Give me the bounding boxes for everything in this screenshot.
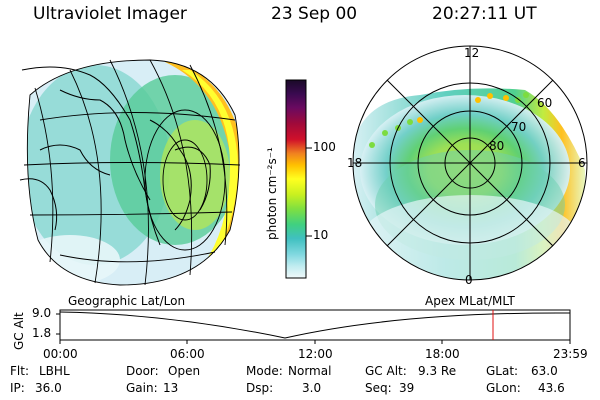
colorbar-unit-label: photon cm⁻²s⁻¹ <box>265 147 279 240</box>
geographic-image <box>19 59 241 286</box>
seq-label: Seq: <box>365 381 392 395</box>
time-label: 20:27:11 UT <box>432 4 537 24</box>
altitude-plot <box>56 309 571 344</box>
door-label: Door: <box>126 364 159 378</box>
glon-label: GLon: <box>486 381 521 395</box>
ring-label-60: 60 <box>537 96 553 110</box>
altitude-ytick-bottom: 1.8 <box>32 326 52 340</box>
polar-label-18: 18 <box>347 156 363 170</box>
flt-label: Flt: <box>10 364 29 378</box>
gcalt-value: 9.3 Re <box>418 364 457 378</box>
geographic-label: Geographic Lat/Lon <box>68 294 186 308</box>
ring-label-80: 80 <box>489 139 505 153</box>
dsp-label: Dsp: <box>246 381 274 395</box>
gain-value: 13 <box>163 381 179 395</box>
apex-label: Apex MLat/MLT <box>425 294 515 308</box>
gain-label: Gain: <box>126 381 158 395</box>
ip-label: IP: <box>10 381 25 395</box>
polar-plot <box>352 45 588 281</box>
ip-value: 36.0 <box>35 381 62 395</box>
colorbar-tick-100: 100 <box>313 140 336 154</box>
mode-value: Normal <box>288 364 332 378</box>
colorbar-tick-10: 10 <box>313 228 329 242</box>
xtick-2359: 23:59 <box>553 347 588 361</box>
dsp-value: 3.0 <box>302 381 322 395</box>
glon-value: 43.6 <box>538 381 565 395</box>
seq-value: 39 <box>399 381 415 395</box>
instrument-title: Ultraviolet Imager <box>33 4 187 24</box>
xtick-0600: 06:00 <box>170 347 205 361</box>
flt-value: LBHL <box>39 364 70 378</box>
door-value: Open <box>168 364 201 378</box>
polar-label-0: 0 <box>465 273 473 287</box>
altitude-ylabel: GC Alt <box>12 312 26 350</box>
altitude-ytick-top: 9.0 <box>32 306 52 320</box>
mode-label: Mode: <box>246 364 283 378</box>
polar-label-6: 6 <box>578 156 586 170</box>
ring-label-70: 70 <box>511 120 527 134</box>
xtick-1200: 12:00 <box>298 347 333 361</box>
polar-label-12: 12 <box>464 46 480 60</box>
glat-value: 63.0 <box>531 364 558 378</box>
gcalt-label: GC Alt: <box>365 364 407 378</box>
xtick-0000: 00:00 <box>43 347 78 361</box>
date-label: 23 Sep 00 <box>271 4 358 24</box>
xtick-1800: 18:00 <box>425 347 460 361</box>
glat-label: GLat: <box>486 364 519 378</box>
colorbar <box>285 79 312 279</box>
